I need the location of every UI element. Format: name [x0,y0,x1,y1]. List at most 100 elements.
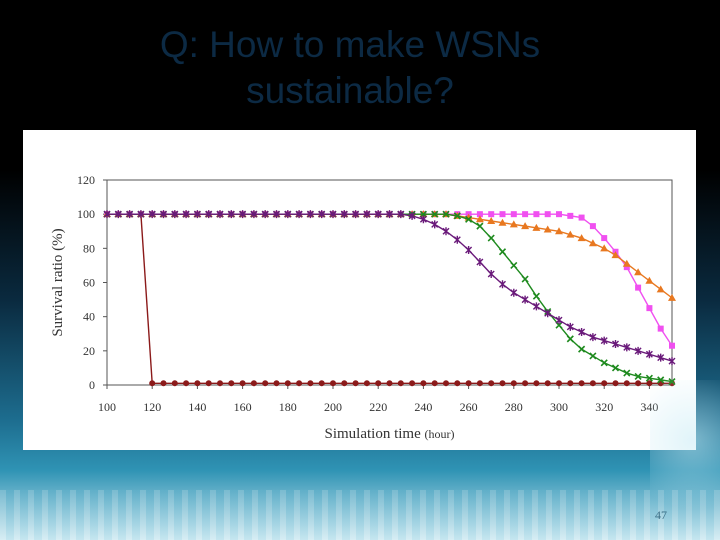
survival-ratio-chart: 0 20 40 60 80 100 120 100 120 140 160 180 200 220 240 2… [50,173,676,442]
series-5-point-3 [137,210,145,219]
series-5-point-46 [623,343,631,352]
series-1-point-10 [217,380,223,387]
series-3-point-40 [555,227,563,235]
series-2-point-48 [646,305,653,312]
series-5-point-14 [261,210,269,219]
series-5-point-48 [645,350,653,359]
series-3-point-43 [588,239,597,247]
series-5-point-25 [386,210,393,219]
y-tick-label-5: 100 [77,207,95,221]
series-5-point-43 [589,333,597,342]
series-1-point-8 [194,380,201,387]
series-3-point-36 [509,220,518,228]
series-4-point-38 [532,292,540,300]
series-1-point-18 [307,380,314,387]
series-2-point-38 [533,211,540,218]
series-5-point-8 [193,210,201,219]
series-1-point-40 [556,380,562,387]
series-5-point-50 [668,357,676,366]
series-5-point-37 [521,295,529,304]
series-5-point-17 [295,210,303,219]
series-4-point-44 [600,359,608,367]
series-5-point-7 [182,210,190,219]
series-1-point-16 [284,380,291,387]
series-1-point-13 [250,380,257,387]
series-4-point-35 [498,248,507,256]
series-1-point-6 [171,380,178,387]
series-3-point-42 [577,234,586,242]
series-5-point-34 [487,269,495,278]
series-1-point-5 [160,380,167,387]
series-2-point-50 [669,342,675,349]
y-axis-label: Survival ratio (%) [50,228,66,336]
series-5-point-29 [431,220,439,229]
series-2-point-46 [623,264,630,271]
series-1-point-36 [510,380,517,387]
slide-title: Q: How to make WSNs sustainable? [60,22,640,114]
series-3-point-41 [566,230,575,238]
series-5-point-5 [160,210,167,219]
series-5-point-6 [171,210,179,219]
series-5-point-35 [499,280,506,289]
series-5-point-24 [374,210,382,219]
series-4-point-34 [487,234,495,242]
chart-panel: 0 20 40 60 80 100 120 100 120 140 160 180 200 220 240 2… [23,130,696,450]
series-2-point-44 [601,235,608,242]
series-3-line [107,213,673,299]
series-5-point-4 [148,210,156,219]
series-5-point-2 [126,210,134,219]
series-5-point-41 [566,322,574,331]
series-1-point-24 [375,380,382,387]
series-3-point-39 [543,225,552,233]
series-1-point-37 [522,380,529,387]
series-1-point-34 [488,380,495,387]
x-tick-label-11: 320 [595,400,613,414]
series-3-point-48 [645,276,654,284]
y-tick-label-1: 20 [83,344,95,358]
series-5-point-38 [532,302,540,311]
x-tick-label-5: 200 [324,400,342,414]
series-5-point-22 [352,210,360,219]
series-2-point-42 [578,214,585,221]
series-3-point-34 [487,217,496,224]
y-tick-label-3: 60 [83,276,95,290]
series-2-point-41 [567,212,574,219]
x-tick-label-7: 240 [414,400,432,414]
series-5-point-1 [114,210,122,219]
bottom-decoration [0,490,720,540]
series-4-point-32 [465,215,473,223]
series-5-point-15 [273,210,280,219]
series-5-point-47 [634,346,642,355]
series-1-point-41 [567,380,574,387]
series-4-point-30 [442,210,450,218]
series-3-point-33 [475,215,484,223]
slide-title-line-2: sustainable? [246,70,454,111]
series-5-point-27 [408,211,416,220]
x-tick-label-3: 160 [234,400,252,414]
series-5-point-12 [239,210,247,219]
series-5-point-39 [544,309,552,318]
series-3-point-38 [532,223,541,231]
series-1-point-47 [635,380,642,387]
series-4-point-40 [555,321,563,329]
series-5-point-30 [442,227,450,236]
series-1-point-43 [589,380,596,387]
series-4-point-43 [589,352,597,360]
x-tick-label-2: 140 [188,400,206,414]
series-1-point-32 [465,380,472,387]
series-2-point-39 [544,211,551,218]
series-3-point-44 [600,244,609,252]
y-tick-label-2: 40 [83,310,95,324]
series-4-point-47 [634,372,642,381]
series-2-point-49 [657,325,664,332]
series-1-point-17 [296,380,303,387]
x-tick-label-6: 220 [369,400,387,414]
series-5-point-23 [363,210,371,219]
series-1-point-44 [601,380,608,387]
slide-title-line-1: Q: How to make WSNs [159,24,541,65]
series-5-point-18 [306,210,314,219]
x-tick-label-10: 300 [550,400,568,414]
series-4-point-33 [476,222,484,230]
series-4-point-36 [510,261,518,269]
series-2-point-47 [635,284,642,291]
